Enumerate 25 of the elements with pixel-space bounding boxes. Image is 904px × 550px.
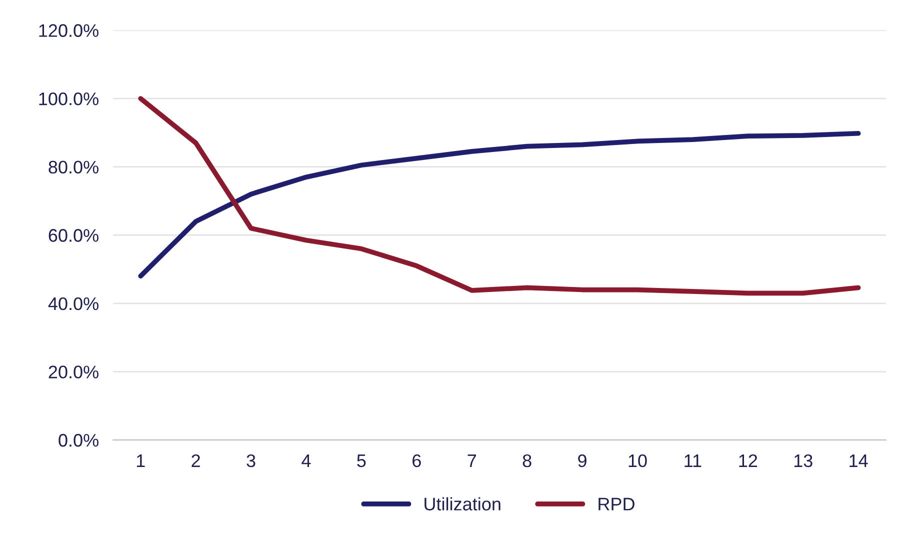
x-tick-label: 8 <box>522 454 532 468</box>
x-tick-label: 4 <box>302 454 311 467</box>
y-tick-label: 120.0% <box>39 24 98 37</box>
legend-label: RPD <box>598 498 634 510</box>
x-tick-label: 13 <box>794 454 812 468</box>
x-tick-label: 7 <box>468 454 476 467</box>
x-tick-label: 10 <box>628 454 647 468</box>
line-series <box>138 96 861 296</box>
x-tick-label: 9 <box>578 454 586 468</box>
x-tick-label: 5 <box>357 454 366 468</box>
x-tick-label: 14 <box>850 454 868 467</box>
legend-label: Utilization <box>424 497 500 510</box>
x-tick-label: 6 <box>412 454 421 468</box>
x-tick-label: 3 <box>246 454 256 468</box>
x-tick-label: 11 <box>684 454 702 467</box>
y-tick-label: 100.0% <box>39 92 98 106</box>
y-tick-label: 80.0% <box>48 160 98 174</box>
y-tick-label: 0.0% <box>58 434 98 447</box>
y-tick-label: 20.0% <box>48 366 98 378</box>
line-series <box>138 130 861 279</box>
y-tick-label: 60.0% <box>48 229 98 242</box>
x-tick-label: 12 <box>739 454 758 467</box>
x-tick-label: 2 <box>192 454 200 467</box>
x-tick-label: 1 <box>136 454 145 467</box>
y-tick-label: 40.0% <box>48 297 98 310</box>
